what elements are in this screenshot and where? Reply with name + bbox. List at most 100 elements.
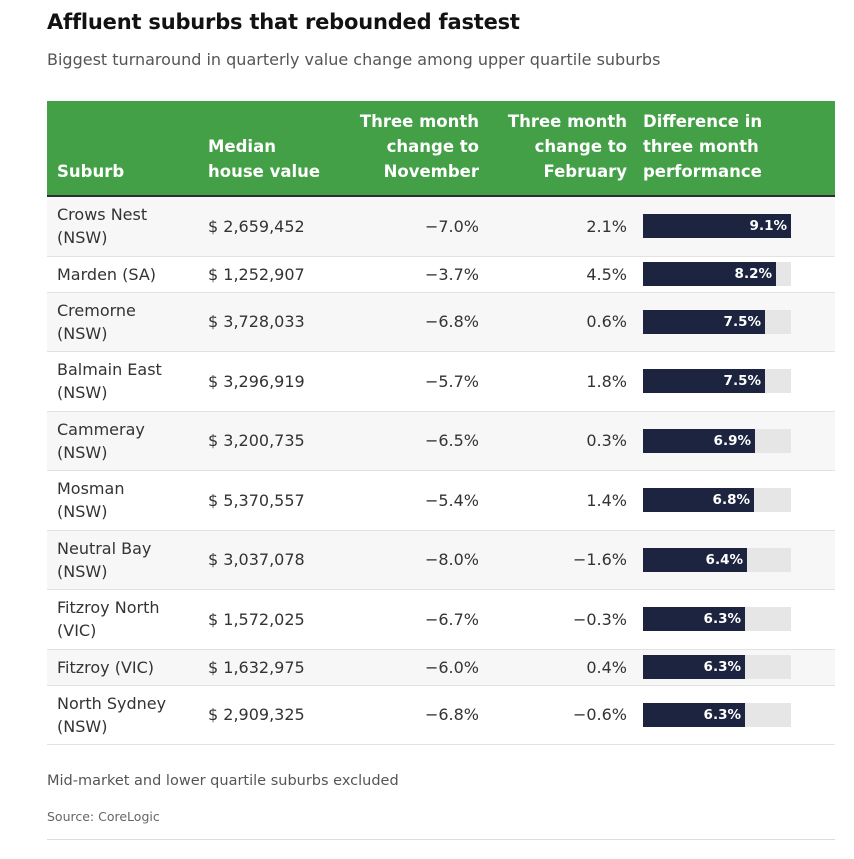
suburb-name: Fitzroy North bbox=[57, 598, 160, 618]
bar-track: 6.4% bbox=[643, 547, 791, 572]
median-value-cell: $ 1,632,975 bbox=[208, 657, 305, 677]
header-line: change to bbox=[534, 137, 627, 156]
median-value-cell: $ 3,296,919 bbox=[208, 371, 305, 391]
change-february-cell: −1.6% bbox=[572, 550, 627, 570]
suburb-name: (NSW) bbox=[57, 502, 108, 522]
difference-bar bbox=[643, 655, 745, 679]
difference-label: 6.3% bbox=[703, 659, 741, 675]
difference-bar bbox=[643, 309, 765, 334]
bar-track: 9.1% bbox=[643, 214, 791, 239]
suburb-name: Marden (SA) bbox=[57, 264, 157, 284]
bar-track: 6.3% bbox=[643, 607, 791, 632]
difference-bar bbox=[643, 607, 745, 632]
median-value-cell: $ 2,659,452 bbox=[208, 216, 305, 236]
median-value-cell: $ 2,909,325 bbox=[208, 705, 305, 725]
difference-label: 6.3% bbox=[703, 611, 741, 628]
change-november-cell: −5.7% bbox=[424, 371, 479, 391]
table-row: Mosman (NSW) $ 5,370,557 −5.4% 1.4% 6.8% bbox=[47, 471, 835, 531]
suburb-cell: Crows Nest (NSW) bbox=[47, 203, 198, 249]
header-line: Difference in bbox=[643, 112, 763, 131]
suburb-name: North Sydney bbox=[57, 693, 167, 713]
chart-title: Affluent suburbs that rebounded fastest bbox=[47, 10, 520, 34]
median-value-cell: $ 1,572,025 bbox=[208, 609, 305, 629]
header-median-value: Median house value bbox=[198, 101, 336, 195]
header-line: November bbox=[383, 162, 479, 181]
change-november-cell: −6.5% bbox=[424, 431, 479, 451]
difference-label: 9.1% bbox=[749, 218, 787, 235]
suburb-name: Mosman bbox=[57, 479, 125, 499]
header-change-february: Three month change to February bbox=[479, 101, 627, 195]
footnote: Mid-market and lower quartile suburbs ex… bbox=[47, 773, 399, 789]
change-november-cell: −6.8% bbox=[424, 705, 479, 725]
header-line: Median bbox=[208, 137, 276, 156]
median-value-cell: $ 3,037,078 bbox=[208, 550, 305, 570]
difference-bar bbox=[643, 428, 755, 453]
difference-cell: 8.2% bbox=[627, 262, 835, 286]
table-row: Crows Nest (NSW) $ 2,659,452 −7.0% 2.1% 9.1% bbox=[47, 197, 835, 257]
difference-cell: 6.8% bbox=[627, 488, 835, 513]
bar-track: 6.3% bbox=[643, 655, 791, 679]
suburb-name: (NSW) bbox=[57, 561, 108, 581]
suburb-name: (NSW) bbox=[57, 383, 108, 403]
change-november-cell: −5.4% bbox=[424, 490, 479, 510]
difference-label: 6.3% bbox=[703, 706, 741, 723]
change-february-cell: −0.6% bbox=[572, 705, 627, 725]
change-november-cell: −6.0% bbox=[424, 657, 479, 677]
change-november-cell: −7.0% bbox=[424, 216, 479, 236]
change-november-cell: −6.8% bbox=[424, 312, 479, 332]
header-line: Suburb bbox=[57, 162, 125, 181]
bar-track: 7.5% bbox=[643, 369, 791, 394]
table-body: Crows Nest (NSW) $ 2,659,452 −7.0% 2.1% 9.1% M… bbox=[47, 197, 835, 745]
suburb-name: Balmain East bbox=[57, 360, 162, 380]
difference-cell: 6.9% bbox=[627, 428, 835, 453]
header-change-november: Three month change to November bbox=[336, 101, 479, 195]
median-value-cell: $ 3,200,735 bbox=[208, 431, 305, 451]
difference-cell: 6.3% bbox=[627, 655, 835, 679]
header-line: change to bbox=[386, 137, 479, 156]
difference-cell: 7.5% bbox=[627, 369, 835, 394]
table-row: Fitzroy North (VIC) $ 1,572,025 −6.7% −0.3% 6… bbox=[47, 590, 835, 650]
difference-label: 8.2% bbox=[734, 266, 772, 282]
table-row: Balmain East (NSW) $ 3,296,919 −5.7% 1.8% 7.5… bbox=[47, 352, 835, 412]
header-line: three month bbox=[643, 137, 759, 156]
bar-track: 6.9% bbox=[643, 428, 791, 453]
suburb-cell: Fitzroy (VIC) bbox=[47, 656, 198, 679]
difference-bar bbox=[643, 262, 776, 286]
table-header: Suburb Median house value Three month change… bbox=[47, 101, 835, 197]
bar-track: 8.2% bbox=[643, 262, 791, 286]
median-value-cell: $ 1,252,907 bbox=[208, 264, 305, 284]
chart-subtitle: Biggest turnaround in quarterly value ch… bbox=[47, 50, 661, 69]
difference-bar bbox=[643, 702, 745, 727]
change-november-cell: −6.7% bbox=[424, 609, 479, 629]
difference-label: 6.9% bbox=[713, 432, 751, 449]
change-february-cell: −0.3% bbox=[572, 609, 627, 629]
difference-cell: 7.5% bbox=[627, 309, 835, 334]
header-line: February bbox=[543, 162, 627, 181]
suburb-cell: Balmain East (NSW) bbox=[47, 358, 198, 404]
difference-bar bbox=[643, 369, 765, 394]
suburb-name: (NSW) bbox=[57, 442, 108, 462]
change-november-cell: −8.0% bbox=[424, 550, 479, 570]
source-credit: Source: CoreLogic bbox=[47, 809, 160, 824]
suburb-name: Neutral Bay bbox=[57, 538, 152, 558]
header-line: Three month bbox=[359, 112, 479, 131]
change-february-cell: 0.6% bbox=[586, 312, 627, 332]
header-line: Three month bbox=[507, 112, 627, 131]
data-table: Suburb Median house value Three month change… bbox=[47, 101, 835, 745]
suburb-name: (NSW) bbox=[57, 716, 108, 736]
suburb-cell: Mosman (NSW) bbox=[47, 477, 198, 523]
bar-track: 6.3% bbox=[643, 702, 791, 727]
suburb-name: Cremorne bbox=[57, 300, 136, 320]
suburb-name: Fitzroy (VIC) bbox=[57, 657, 155, 677]
difference-bar bbox=[643, 214, 791, 239]
suburb-cell: Cammeray (NSW) bbox=[47, 418, 198, 464]
difference-bar bbox=[643, 488, 754, 513]
difference-cell: 9.1% bbox=[627, 214, 835, 239]
difference-bar bbox=[643, 547, 747, 572]
median-value-cell: $ 3,728,033 bbox=[208, 312, 305, 332]
footer-divider bbox=[47, 839, 835, 840]
median-value-cell: $ 5,370,557 bbox=[208, 490, 305, 510]
difference-label: 6.4% bbox=[705, 551, 743, 568]
suburb-cell: North Sydney (NSW) bbox=[47, 692, 198, 738]
suburb-name: Crows Nest bbox=[57, 205, 148, 225]
